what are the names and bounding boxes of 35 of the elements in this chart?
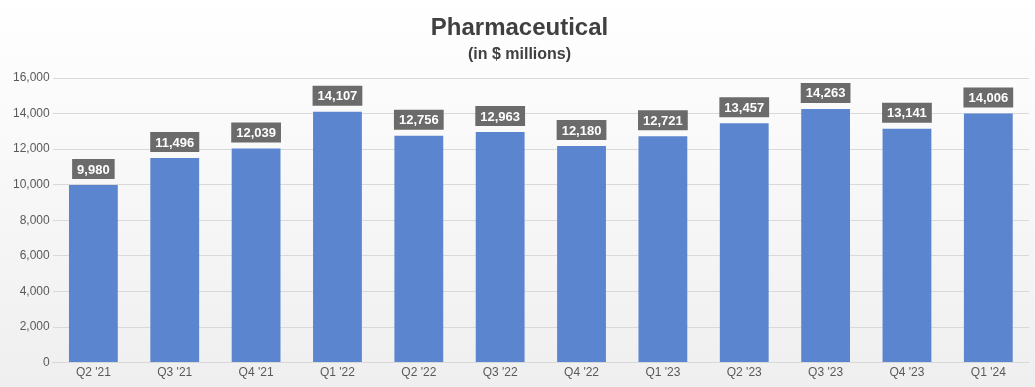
- y-tick-label: 4,000: [19, 283, 51, 298]
- y-tick-label: 8,000: [19, 212, 51, 227]
- x-tick-label: Q2 '21: [75, 365, 112, 380]
- x-tick-label: Q1 '22: [319, 365, 356, 380]
- data-label: 9,980: [77, 161, 110, 177]
- y-tick-label: 2,000: [19, 319, 51, 334]
- y-tick-label: 6,000: [19, 248, 51, 263]
- data-label: 13,457: [724, 99, 765, 115]
- x-tick-label: Q1 '23: [645, 365, 681, 380]
- data-label: 12,180: [561, 122, 602, 138]
- x-tick-label: Q3 '21: [157, 365, 193, 380]
- chart-subtitle: (in $ millions): [467, 44, 572, 62]
- y-tick-label: 12,000: [13, 141, 51, 156]
- x-tick-label: Q2 '23: [726, 365, 763, 380]
- data-label: 13,141: [887, 105, 927, 121]
- x-tick-label: Q1 '24: [970, 365, 1007, 380]
- data-label: 12,756: [398, 112, 439, 128]
- y-tick-label: 10,000: [13, 177, 51, 192]
- data-label: 14,263: [805, 85, 846, 101]
- y-tick-label: 16,000: [13, 70, 51, 85]
- x-tick-label: Q3 '22: [482, 365, 518, 380]
- data-label: 14,006: [968, 90, 1009, 106]
- x-tick-label: Q2 '22: [401, 365, 437, 380]
- data-label: 12,039: [236, 125, 276, 141]
- y-tick-label: 0: [43, 354, 51, 369]
- x-tick-label: Q4 '21: [238, 365, 274, 380]
- data-label: 11,496: [155, 134, 195, 150]
- data-label: 14,107: [317, 88, 358, 104]
- chart-title: Pharmaceutical: [430, 13, 609, 41]
- data-label: 12,721: [643, 112, 683, 128]
- x-tick-label: Q3 '23: [808, 365, 844, 380]
- y-tick-label: 14,000: [13, 105, 51, 120]
- x-tick-label: Q4 '22: [564, 365, 600, 380]
- data-label: 12,963: [480, 108, 521, 124]
- x-tick-label: Q4 '23: [889, 365, 925, 380]
